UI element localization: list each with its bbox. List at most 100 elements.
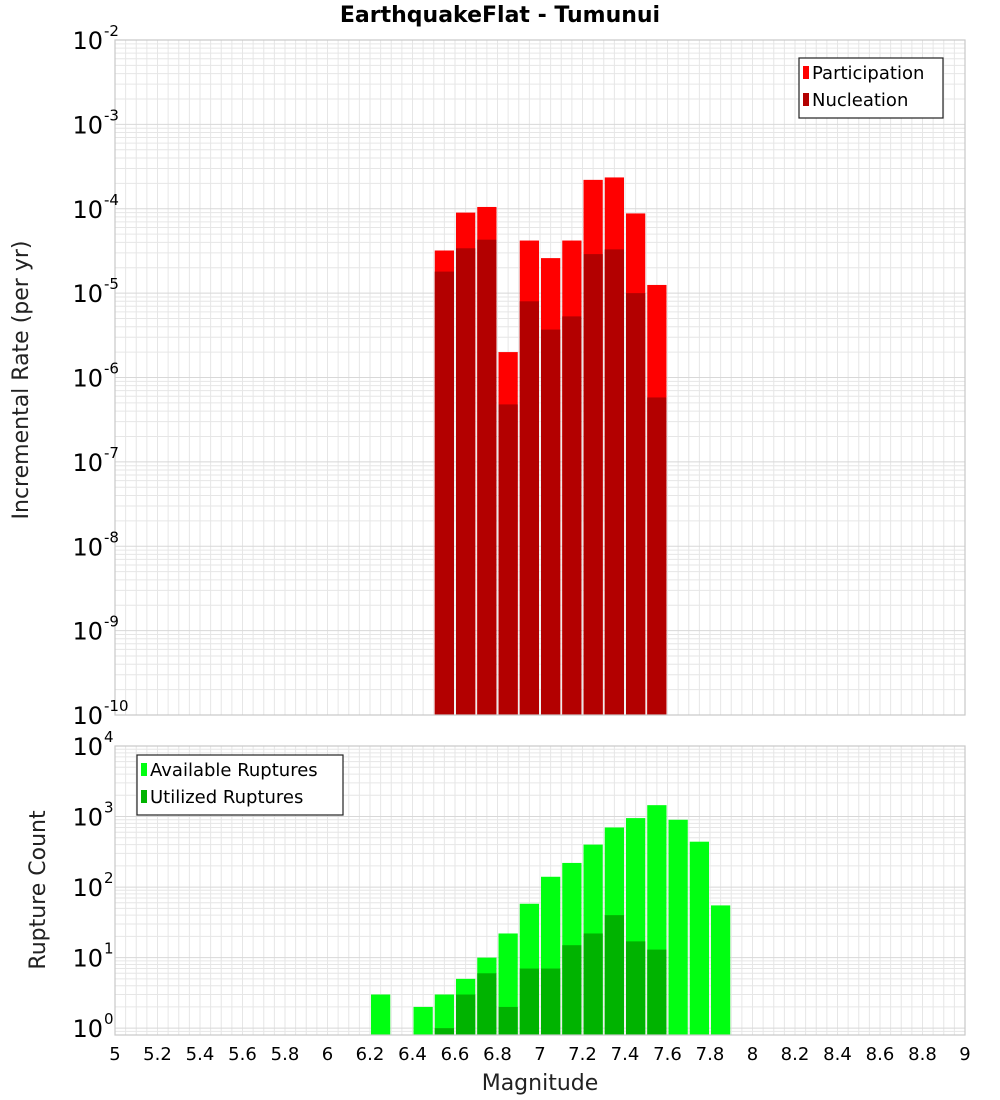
legend-swatch bbox=[141, 763, 147, 776]
y-tick-base: 10 bbox=[72, 111, 103, 139]
x-tick-label: 7.2 bbox=[568, 1044, 597, 1065]
y-tick-label: 10 -8 bbox=[72, 528, 119, 561]
bar-available-ruptures bbox=[413, 1006, 433, 1035]
y-tick-exponent: -5 bbox=[104, 275, 119, 293]
legend-label: Utilized Ruptures bbox=[150, 787, 303, 808]
bar-nucleation bbox=[604, 249, 624, 715]
y-tick-label: 10 -7 bbox=[72, 444, 119, 477]
y-tick-exponent: 0 bbox=[104, 1010, 114, 1028]
y-tick-base: 10 bbox=[72, 365, 103, 393]
x-tick-label: 6 bbox=[322, 1044, 333, 1065]
bar-nucleation bbox=[541, 329, 561, 715]
bar-nucleation bbox=[434, 271, 454, 715]
y-tick-exponent: -6 bbox=[104, 360, 119, 378]
x-tick-label: 5.8 bbox=[271, 1044, 300, 1065]
y-tick-label: 10 0 bbox=[72, 1010, 113, 1043]
legend-label: Available Ruptures bbox=[150, 760, 318, 781]
y-tick-base: 10 bbox=[72, 1015, 103, 1043]
bar-available-ruptures bbox=[668, 819, 688, 1035]
y-tick-exponent: -7 bbox=[104, 444, 119, 462]
y-tick-exponent: -2 bbox=[104, 22, 119, 40]
x-tick-label: 8.4 bbox=[823, 1044, 852, 1065]
legend-swatch bbox=[141, 790, 147, 803]
y-tick-base: 10 bbox=[72, 196, 103, 224]
legend-label: Participation bbox=[812, 63, 924, 84]
bar-available-ruptures bbox=[434, 994, 454, 1035]
y-tick-base: 10 bbox=[72, 27, 103, 55]
y-tick-label: 10 -4 bbox=[72, 191, 119, 224]
bar-nucleation bbox=[477, 239, 497, 715]
y-tick-label: 10 4 bbox=[72, 728, 113, 761]
bar-utilized-ruptures bbox=[647, 949, 667, 1035]
chart-title: EarthquakeFlat - Tumunui bbox=[340, 3, 660, 28]
bar-utilized-ruptures bbox=[604, 915, 624, 1035]
y-tick-exponent: 3 bbox=[104, 799, 114, 817]
y-tick-base: 10 bbox=[72, 804, 103, 832]
bar-utilized-ruptures bbox=[541, 968, 561, 1035]
plot-frame bbox=[114, 39, 966, 716]
bar-nucleation bbox=[456, 248, 476, 715]
x-tick-label: 6.6 bbox=[441, 1044, 470, 1065]
x-tick-label: 5.2 bbox=[143, 1044, 172, 1065]
legend-box bbox=[136, 754, 344, 816]
y-tick-label: 10 2 bbox=[72, 869, 113, 902]
x-tick-label: 5 bbox=[109, 1044, 120, 1065]
x-axis-label: Magnitude bbox=[482, 1071, 599, 1096]
y-tick-base: 10 bbox=[72, 449, 103, 477]
legend-swatch bbox=[803, 66, 809, 79]
y-tick-base: 10 bbox=[72, 533, 103, 561]
y-tick-label: 10 -6 bbox=[72, 360, 119, 393]
bar-nucleation bbox=[626, 293, 646, 716]
bar-utilized-ruptures bbox=[456, 994, 476, 1035]
y-tick-exponent: -8 bbox=[104, 528, 119, 546]
x-tick-label: 5.4 bbox=[186, 1044, 215, 1065]
x-tick-label: 7.6 bbox=[653, 1044, 682, 1065]
y-tick-exponent: 4 bbox=[104, 728, 114, 746]
y-tick-label: 10 -9 bbox=[72, 613, 119, 646]
y-tick-label: 10 -5 bbox=[72, 275, 119, 308]
y-tick-label: 10 -2 bbox=[72, 22, 119, 55]
legend-rate: Participation Nucleation bbox=[798, 57, 944, 119]
x-tick-label: 6.2 bbox=[356, 1044, 385, 1065]
x-tick-label: 8 bbox=[747, 1044, 758, 1065]
y-tick-label: 10 3 bbox=[72, 799, 113, 832]
x-tick-label: 8.6 bbox=[866, 1044, 895, 1065]
bar-utilized-ruptures bbox=[498, 1006, 518, 1035]
y-tick-exponent: -4 bbox=[104, 191, 119, 209]
x-tick-label: 9 bbox=[959, 1044, 970, 1065]
bar-utilized-ruptures bbox=[519, 968, 539, 1035]
y-tick-base: 10 bbox=[72, 618, 103, 646]
y-axis-label-rate: Incremental Rate (per yr) bbox=[9, 241, 34, 520]
x-tick-label: 7 bbox=[534, 1044, 545, 1065]
y-tick-label: 10 1 bbox=[72, 940, 113, 973]
bar-utilized-ruptures bbox=[562, 945, 582, 1035]
x-tick-label: 6.4 bbox=[398, 1044, 427, 1065]
bar-available-ruptures bbox=[711, 905, 731, 1035]
x-tick-label: 5.6 bbox=[228, 1044, 257, 1065]
y-tick-label: 10 -3 bbox=[72, 106, 119, 139]
y-tick-base: 10 bbox=[72, 280, 103, 308]
y-tick-base: 10 bbox=[72, 874, 103, 902]
bar-utilized-ruptures bbox=[626, 941, 646, 1035]
plot-frame bbox=[114, 745, 966, 1036]
x-axis-ticks: 5 5.2 5.4 5.6 5.8 6 6.2 6.4 6.6 6.8 7 7.2 7.4 7.6 7.8 8… bbox=[109, 1044, 970, 1065]
bar-utilized-ruptures bbox=[477, 973, 497, 1035]
y-tick-base: 10 bbox=[72, 733, 103, 761]
bar-nucleation bbox=[498, 404, 518, 715]
x-tick-label: 8.8 bbox=[908, 1044, 937, 1065]
bar-nucleation bbox=[647, 397, 667, 715]
y-tick-exponent: -10 bbox=[104, 697, 129, 715]
y-tick-exponent: -9 bbox=[104, 613, 119, 631]
y-tick-exponent: 2 bbox=[104, 869, 114, 887]
legend-count: Available Ruptures Utilized Ruptures bbox=[136, 754, 344, 816]
bar-nucleation bbox=[519, 301, 539, 715]
bar-nucleation bbox=[583, 254, 603, 716]
legend-swatch bbox=[803, 93, 809, 106]
bar-nucleation bbox=[562, 316, 582, 715]
x-tick-label: 6.8 bbox=[483, 1044, 512, 1065]
bar-available-ruptures bbox=[689, 841, 709, 1035]
